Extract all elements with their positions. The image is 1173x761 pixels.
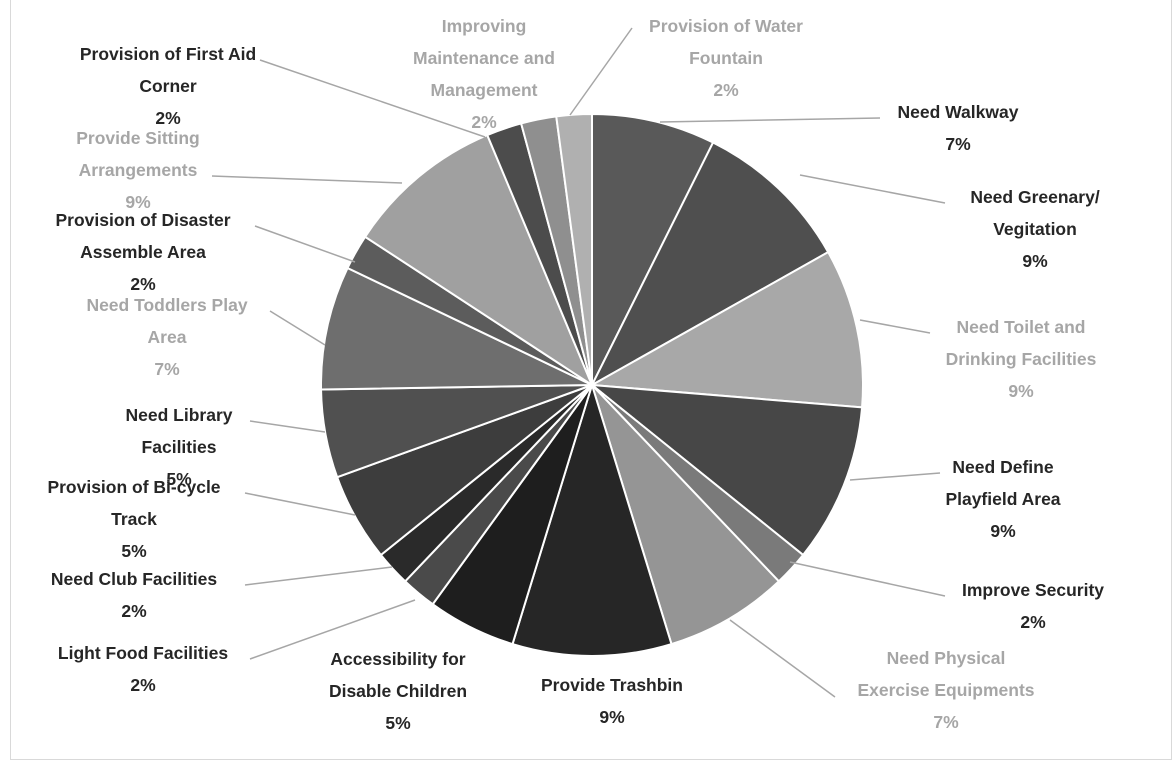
slice-label: Need Toilet and Drinking Facilities 9% bbox=[946, 317, 1097, 401]
slice-label: Provision of Water Fountain 2% bbox=[649, 16, 803, 100]
pie-slices bbox=[320, 112, 864, 658]
slice-label: Improving Maintenance and Management 2% bbox=[413, 16, 555, 132]
slice-label: Need Greenary/Vegitation 9% bbox=[970, 187, 1100, 271]
pie-slice-need-physical-exercise-equipments bbox=[591, 384, 781, 646]
slice-label: Accessibility for Disable Children 5% bbox=[329, 649, 467, 733]
pie-slice-need-walkway bbox=[591, 112, 715, 386]
leader-line bbox=[799, 174, 946, 204]
pie-slice-need-define-playfield-area bbox=[588, 383, 864, 557]
slice-label: Need Walkway 7% bbox=[898, 102, 1019, 154]
leader-line bbox=[249, 599, 416, 660]
slice-label: Provide Trashbin 9% bbox=[541, 675, 683, 727]
leader-line bbox=[244, 566, 393, 586]
slice-labels: Need Walkway 7% Need Greenary/Vegitation 9%… bbox=[47, 16, 1104, 733]
leader-line bbox=[249, 420, 326, 433]
leader-line bbox=[211, 175, 403, 184]
leader-line bbox=[659, 117, 881, 123]
pie-slice-need-greenary-vegitation bbox=[589, 141, 830, 388]
slice-label: Need Toddlers Play Area 7% bbox=[86, 295, 247, 379]
pie-slice-need-toddlers-play-area bbox=[320, 266, 593, 391]
leader-line bbox=[259, 59, 486, 138]
pie-slice-need-toilet-and-drinking-facilities bbox=[588, 250, 864, 409]
slice-label: Need Library Facilities 5% bbox=[126, 405, 233, 489]
slice-label: Improve Security 2% bbox=[962, 580, 1104, 632]
leader-line bbox=[859, 319, 931, 334]
slice-label: Provide Sitting Arrangements 9% bbox=[76, 128, 199, 212]
slice-label: Provision of First Aid Corner 2% bbox=[80, 44, 256, 128]
slice-label: Need Club Facilities 2% bbox=[51, 569, 218, 621]
pie-slice-provide-sitting-arrangements bbox=[363, 133, 595, 388]
leader-line bbox=[729, 619, 836, 698]
pie-slice-provide-trashbin bbox=[511, 381, 673, 658]
leader-line bbox=[244, 492, 356, 516]
leader-line bbox=[789, 561, 946, 597]
slice-label: Need Define Playfield Area 9% bbox=[945, 457, 1060, 541]
leader-line bbox=[269, 310, 326, 346]
chart-frame bbox=[10, 0, 1172, 760]
leader-line bbox=[254, 225, 356, 263]
slice-label: Need Physical Exercise Equipments 7% bbox=[857, 648, 1034, 732]
pie-slice-provision-of-water-fountain bbox=[555, 112, 593, 386]
slice-label: Provision of Disaster Assemble Area 2% bbox=[55, 210, 230, 294]
leader-line bbox=[849, 472, 941, 481]
leader-line bbox=[569, 27, 633, 116]
leader-lines bbox=[211, 27, 946, 698]
slice-label: Provision of Bi-cycle Track 5% bbox=[47, 477, 220, 561]
slice-label: Light Food Facilities 2% bbox=[58, 643, 228, 695]
